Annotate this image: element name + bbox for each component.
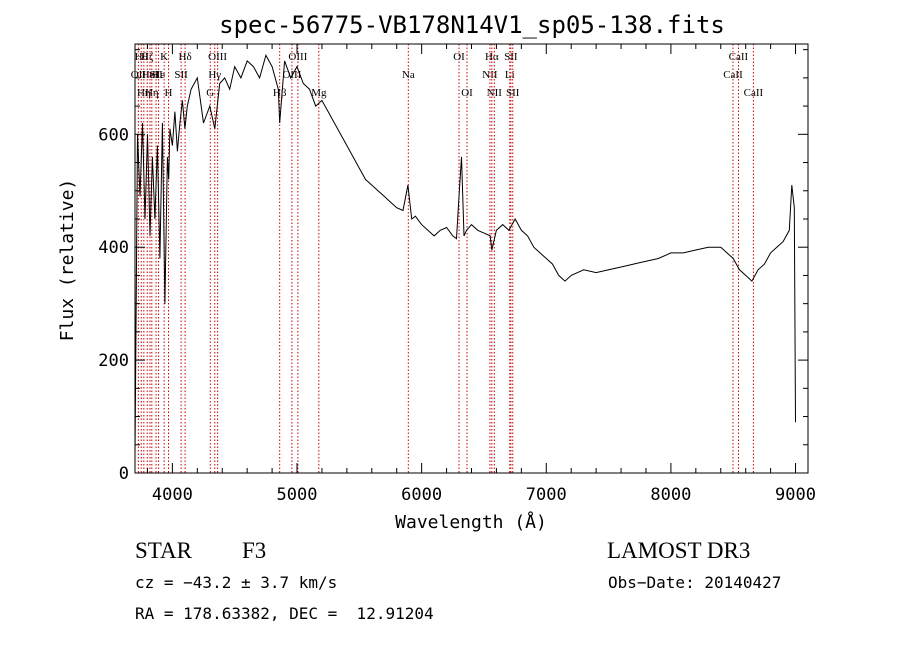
y-tick-label-3: 600 bbox=[98, 125, 129, 145]
marker-label-15: Hβ bbox=[273, 87, 287, 99]
marker-label-19: Na bbox=[402, 69, 415, 81]
x-tick-label-2: 6000 bbox=[401, 485, 442, 505]
marker-label-10: Hδ bbox=[179, 51, 192, 63]
marker-label-13: Hγ bbox=[208, 69, 221, 81]
x-axis-label: Wavelength (Å) bbox=[395, 511, 547, 533]
marker-label-30: CaII bbox=[744, 87, 764, 99]
spectrum-series bbox=[134, 53, 796, 457]
x-tick-label-4: 8000 bbox=[650, 485, 691, 505]
y-tick-label-2: 400 bbox=[98, 238, 129, 258]
x-tick-label-3: 7000 bbox=[526, 485, 567, 505]
observation-date: Obs−Date: 20140427 bbox=[608, 573, 782, 592]
y-axis-ticks: 0 200 400 600 bbox=[98, 49, 808, 484]
marker-label-4: HeI bbox=[142, 69, 159, 81]
marker-label-21: OI bbox=[461, 87, 473, 99]
chart-title: spec-56775-VB178N14V1_sp05-138.fits bbox=[219, 11, 725, 39]
object-subclass: F3 bbox=[242, 538, 267, 563]
redshift-velocity: cz = −43.2 ± 3.7 km/s bbox=[135, 573, 338, 592]
x-axis-ticks: 4000 5000 6000 7000 8000 9000 bbox=[146, 44, 816, 505]
x-tick-label-1: 5000 bbox=[277, 485, 318, 505]
marker-label-24: NII bbox=[487, 87, 503, 99]
marker-label-22: NII bbox=[482, 69, 498, 81]
marker-label-8: K bbox=[160, 51, 168, 63]
y-tick-label-0: 0 bbox=[119, 464, 129, 484]
x-tick-label-0: 4000 bbox=[152, 485, 193, 505]
marker-label-25: Li bbox=[505, 69, 515, 81]
x-tick-label-5: 9000 bbox=[775, 485, 816, 505]
object-class: STAR bbox=[135, 538, 192, 563]
marker-label-18: Mg bbox=[311, 87, 327, 99]
marker-label-3: Hζ bbox=[141, 51, 154, 63]
marker-label-27: SII bbox=[506, 87, 520, 99]
marker-label-17: OIII bbox=[288, 51, 307, 63]
marker-label-7: He bbox=[152, 69, 165, 81]
plot-frame bbox=[134, 43, 809, 474]
y-axis-label: Flux (relative) bbox=[57, 179, 78, 342]
marker-label-6: SII bbox=[149, 69, 163, 81]
emission-line-markers: OIIHθHηHζHeIHηSIIHeKHHδSIIGHγOIIIHβOIIIO… bbox=[131, 44, 764, 473]
marker-label-23: Hα bbox=[485, 51, 499, 63]
marker-label-9: H bbox=[165, 87, 173, 99]
marker-label-1: Hθ bbox=[135, 51, 148, 63]
marker-label-29: CaII bbox=[729, 51, 749, 63]
sky-coordinates: RA = 178.63382, DEC = 12.91204 bbox=[135, 604, 434, 623]
marker-label-12: G bbox=[206, 87, 214, 99]
y-tick-label-1: 200 bbox=[98, 351, 129, 371]
survey-name: LAMOST DR3 bbox=[607, 538, 751, 563]
marker-label-11: SII bbox=[174, 69, 188, 81]
marker-label-5: Hη bbox=[145, 87, 159, 99]
spectrum-line-0 bbox=[134, 53, 796, 457]
marker-label-28: CaII bbox=[723, 69, 743, 81]
marker-label-26: SII bbox=[504, 51, 518, 63]
marker-label-20: OI bbox=[453, 51, 465, 63]
marker-label-14: OIII bbox=[208, 51, 227, 63]
